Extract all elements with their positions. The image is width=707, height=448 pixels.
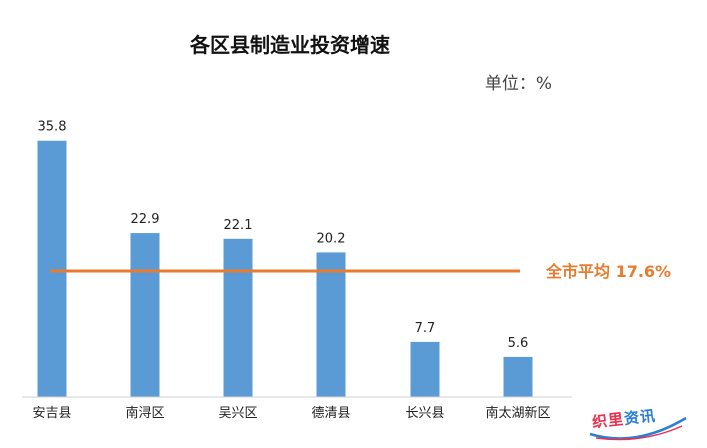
category-label: 南太湖新区 <box>485 405 550 421</box>
bar-value-label: 20.2 <box>317 231 346 246</box>
unit-label: 单位：% <box>485 74 552 94</box>
category-label-group: 安吉县 南浔区 吴兴区 德清县 长兴县 南太湖新区 <box>32 405 550 421</box>
bar <box>37 140 67 397</box>
bar-value-label: 22.1 <box>224 218 253 233</box>
average-label: 全市平均 17.6% <box>545 262 671 281</box>
logo-text-a: 织里 <box>591 410 626 432</box>
bar <box>503 356 533 397</box>
bar <box>410 341 440 397</box>
bar <box>316 252 346 397</box>
bar-value-label: 5.6 <box>508 336 529 351</box>
category-label: 安吉县 <box>32 406 71 421</box>
logo-text-b: 资讯 <box>623 406 657 428</box>
category-label: 吴兴区 <box>218 406 257 421</box>
bar <box>223 238 253 397</box>
bar-value-label: 7.7 <box>415 321 436 336</box>
category-label: 长兴县 <box>405 406 444 421</box>
bar-value-label: 35.8 <box>38 120 67 135</box>
category-label: 德清县 <box>311 406 350 421</box>
brand-logo: 织里资讯 <box>586 404 690 442</box>
bar-value-label: 22.9 <box>131 212 160 227</box>
category-label: 南浔区 <box>125 405 164 421</box>
bar-group: 35.8 22.9 22.1 20.2 7.7 5.6 <box>37 120 533 397</box>
bar <box>130 233 160 397</box>
chart-title: 各区县制造业投资增速 <box>189 33 390 57</box>
logo-swoosh-icon <box>589 416 687 441</box>
